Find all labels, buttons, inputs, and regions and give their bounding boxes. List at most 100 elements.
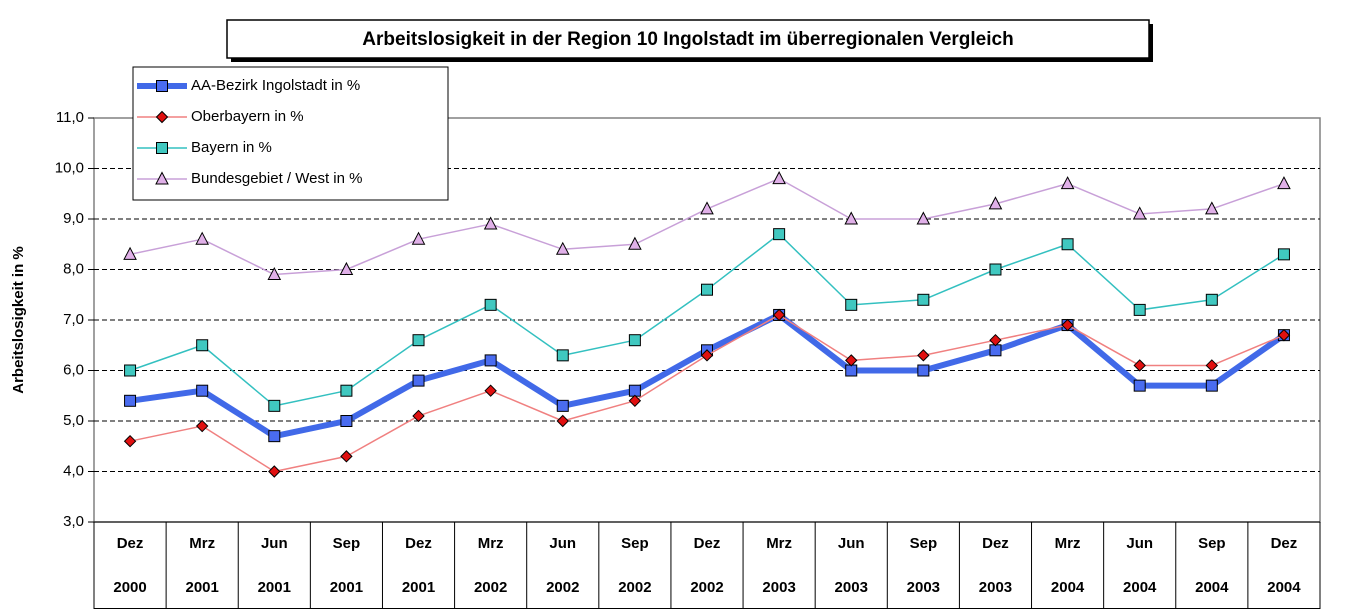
marker	[917, 349, 930, 362]
x-tick-label: Dez	[117, 535, 144, 552]
title-box	[226, 19, 1150, 59]
y-tick-label: 8,0	[63, 260, 84, 277]
x-tick-label: 2002	[474, 579, 507, 596]
y-tick-label: 11,0	[56, 109, 84, 126]
marker	[484, 384, 497, 397]
marker	[483, 216, 498, 230]
x-tick-label: Dez	[1271, 535, 1298, 552]
marker	[412, 374, 425, 387]
marker	[556, 414, 569, 428]
legend-label: Oberbayern in %	[191, 108, 304, 125]
marker	[845, 364, 858, 377]
marker	[989, 333, 1002, 347]
marker	[156, 142, 168, 154]
marker	[412, 334, 425, 347]
marker	[156, 80, 168, 92]
x-tick-label: Mrz	[1055, 535, 1081, 552]
y-tick-label: 9,0	[63, 210, 84, 227]
y-tick-label: 6,0	[63, 361, 84, 378]
marker	[773, 228, 786, 241]
marker	[628, 394, 642, 408]
marker	[917, 293, 930, 306]
x-tick-label: 2003	[762, 579, 795, 596]
marker	[339, 261, 354, 275]
marker	[412, 409, 425, 423]
marker	[195, 419, 209, 433]
marker	[123, 246, 137, 260]
y-tick-label: 5,0	[63, 412, 84, 429]
marker	[155, 110, 169, 124]
x-tick-label: 2004	[1123, 579, 1157, 596]
marker	[268, 430, 281, 443]
x-tick-label: 2001	[402, 579, 435, 596]
marker	[556, 349, 569, 362]
marker	[1205, 359, 1219, 372]
x-tick-label: 2004	[1267, 579, 1301, 596]
marker	[989, 344, 1002, 357]
marker	[1205, 379, 1218, 392]
x-tick-label: Dez	[405, 535, 432, 552]
y-tick-label: 3,0	[63, 513, 84, 530]
marker	[484, 354, 497, 367]
x-tick-label: 2003	[979, 579, 1012, 596]
x-tick-label: 2002	[618, 579, 651, 596]
y-axis-label: Arbeitslosigkeit in %	[10, 246, 27, 394]
x-tick-label: Mrz	[189, 535, 215, 552]
marker	[917, 364, 930, 377]
marker	[772, 308, 786, 322]
marker	[700, 201, 714, 215]
marker	[124, 394, 137, 407]
legend-label: Bundesgebiet / West in %	[191, 170, 363, 187]
x-tick-label: Mrz	[766, 535, 792, 552]
marker	[628, 384, 641, 397]
legend-label: AA-Bezirk Ingolstadt in %	[191, 77, 360, 94]
x-tick-label: 2002	[546, 579, 579, 596]
chart-title: Arbeitslosigkeit in der Region 10 Ingols…	[362, 29, 1013, 50]
x-tick-label: 2003	[835, 579, 868, 596]
x-tick-label: 2004	[1051, 579, 1085, 596]
y-tick-label: 7,0	[63, 311, 84, 328]
x-tick-label: Sep	[333, 535, 361, 552]
x-tick-label: 2001	[330, 579, 363, 596]
x-tick-label: Jun	[549, 535, 576, 552]
marker	[195, 231, 210, 245]
marker	[340, 450, 353, 463]
marker	[1277, 176, 1291, 190]
x-tick-label: Dez	[982, 535, 1009, 552]
x-tick-label: Jun	[261, 535, 288, 552]
marker	[268, 399, 281, 412]
marker	[1060, 176, 1075, 190]
marker	[1204, 201, 1219, 215]
marker	[916, 211, 931, 225]
marker	[628, 236, 642, 250]
marker	[555, 241, 570, 255]
marker	[268, 465, 281, 478]
marker	[196, 384, 209, 397]
marker	[556, 399, 569, 412]
x-tick-label: Sep	[1198, 535, 1226, 552]
x-tick-label: Jun	[1126, 535, 1153, 552]
x-tick-label: 2002	[690, 579, 723, 596]
marker	[701, 283, 713, 296]
marker	[1133, 303, 1146, 316]
marker	[340, 384, 353, 397]
marker	[484, 298, 497, 311]
x-tick-label: 2003	[907, 579, 940, 596]
x-tick-label: 2004	[1195, 579, 1229, 596]
x-tick-label: Sep	[910, 535, 938, 552]
x-tick-label: 2001	[185, 579, 218, 596]
marker	[988, 196, 1003, 210]
legend-label: Bayern in %	[191, 139, 272, 156]
marker	[124, 364, 137, 377]
marker	[340, 415, 353, 427]
marker	[196, 339, 209, 352]
marker	[1277, 248, 1290, 261]
x-tick-label: 2000	[113, 579, 146, 596]
marker	[155, 171, 169, 185]
marker	[1205, 293, 1218, 306]
x-tick-label: Dez	[694, 535, 721, 552]
y-tick-label: 10,0	[55, 159, 84, 176]
marker	[1277, 328, 1291, 342]
marker	[411, 231, 426, 245]
